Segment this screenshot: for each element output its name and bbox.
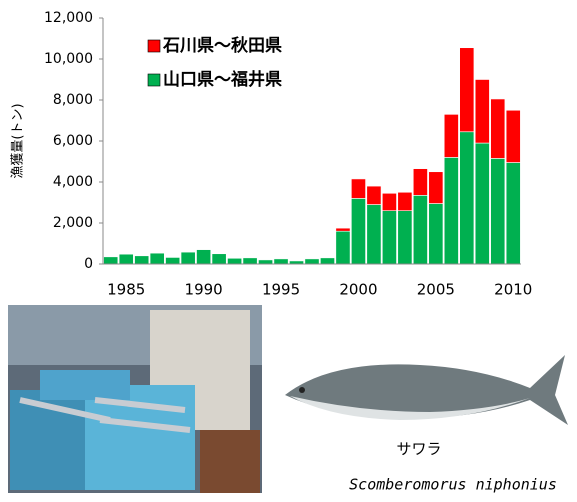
x-tick-label: 2010 <box>494 281 532 299</box>
bar <box>366 204 382 265</box>
y-tick-label: 10,000 <box>44 51 93 67</box>
boat-photo <box>8 305 262 493</box>
bar <box>165 257 181 265</box>
bar <box>258 259 273 265</box>
bar <box>273 258 289 265</box>
x-tick-label: 2000 <box>339 281 377 299</box>
bar <box>381 210 397 265</box>
y-tick-label: 0 <box>84 256 93 272</box>
bar <box>149 252 165 265</box>
x-tick-label: 2005 <box>417 281 455 299</box>
bar <box>320 257 335 265</box>
bar <box>196 249 212 265</box>
legend-label: 石川県～秋田県 <box>162 35 282 56</box>
bar <box>474 142 490 265</box>
y-tick-label: 2,000 <box>53 215 93 231</box>
bar <box>134 255 150 265</box>
legend-swatch <box>147 39 161 53</box>
bar <box>428 203 444 265</box>
bar <box>490 158 506 265</box>
bar <box>227 257 243 265</box>
bar <box>443 114 459 158</box>
bar <box>443 157 459 265</box>
bar <box>351 198 366 265</box>
bar <box>351 178 366 199</box>
y-tick-label: 8,000 <box>53 92 93 108</box>
bar <box>459 131 475 265</box>
y-tick-label: 6,000 <box>53 133 93 149</box>
fish-name: サワラ <box>396 440 441 458</box>
bar <box>474 79 490 144</box>
bar <box>459 47 475 133</box>
bar <box>397 191 413 212</box>
legend-label: 山口県～福井県 <box>163 69 282 90</box>
bar <box>505 162 521 265</box>
y-tick-label: 4,000 <box>53 174 93 190</box>
bar <box>211 253 227 265</box>
scientific-name: Scomberomorus niphonius <box>349 476 557 494</box>
bar <box>412 168 428 196</box>
bar <box>490 98 506 159</box>
bar <box>118 253 134 265</box>
bar <box>397 210 413 265</box>
bar <box>505 109 521 163</box>
x-tick-label: 1985 <box>107 281 145 299</box>
y-tick-label: 12,000 <box>44 10 93 26</box>
fish-illustration <box>285 355 568 425</box>
legend-swatch <box>147 73 161 87</box>
bar <box>366 185 382 205</box>
bar <box>335 227 351 232</box>
bar <box>304 258 320 265</box>
bar <box>242 257 258 265</box>
bar <box>412 195 428 265</box>
bar <box>103 256 119 265</box>
bar <box>381 192 397 211</box>
x-tick-label: 1990 <box>185 281 223 299</box>
bar <box>428 171 444 204</box>
bar <box>180 251 196 265</box>
x-tick-label: 1995 <box>262 281 300 299</box>
y-axis-label: 漁獲量(トン) <box>11 103 26 178</box>
bar <box>335 230 351 265</box>
